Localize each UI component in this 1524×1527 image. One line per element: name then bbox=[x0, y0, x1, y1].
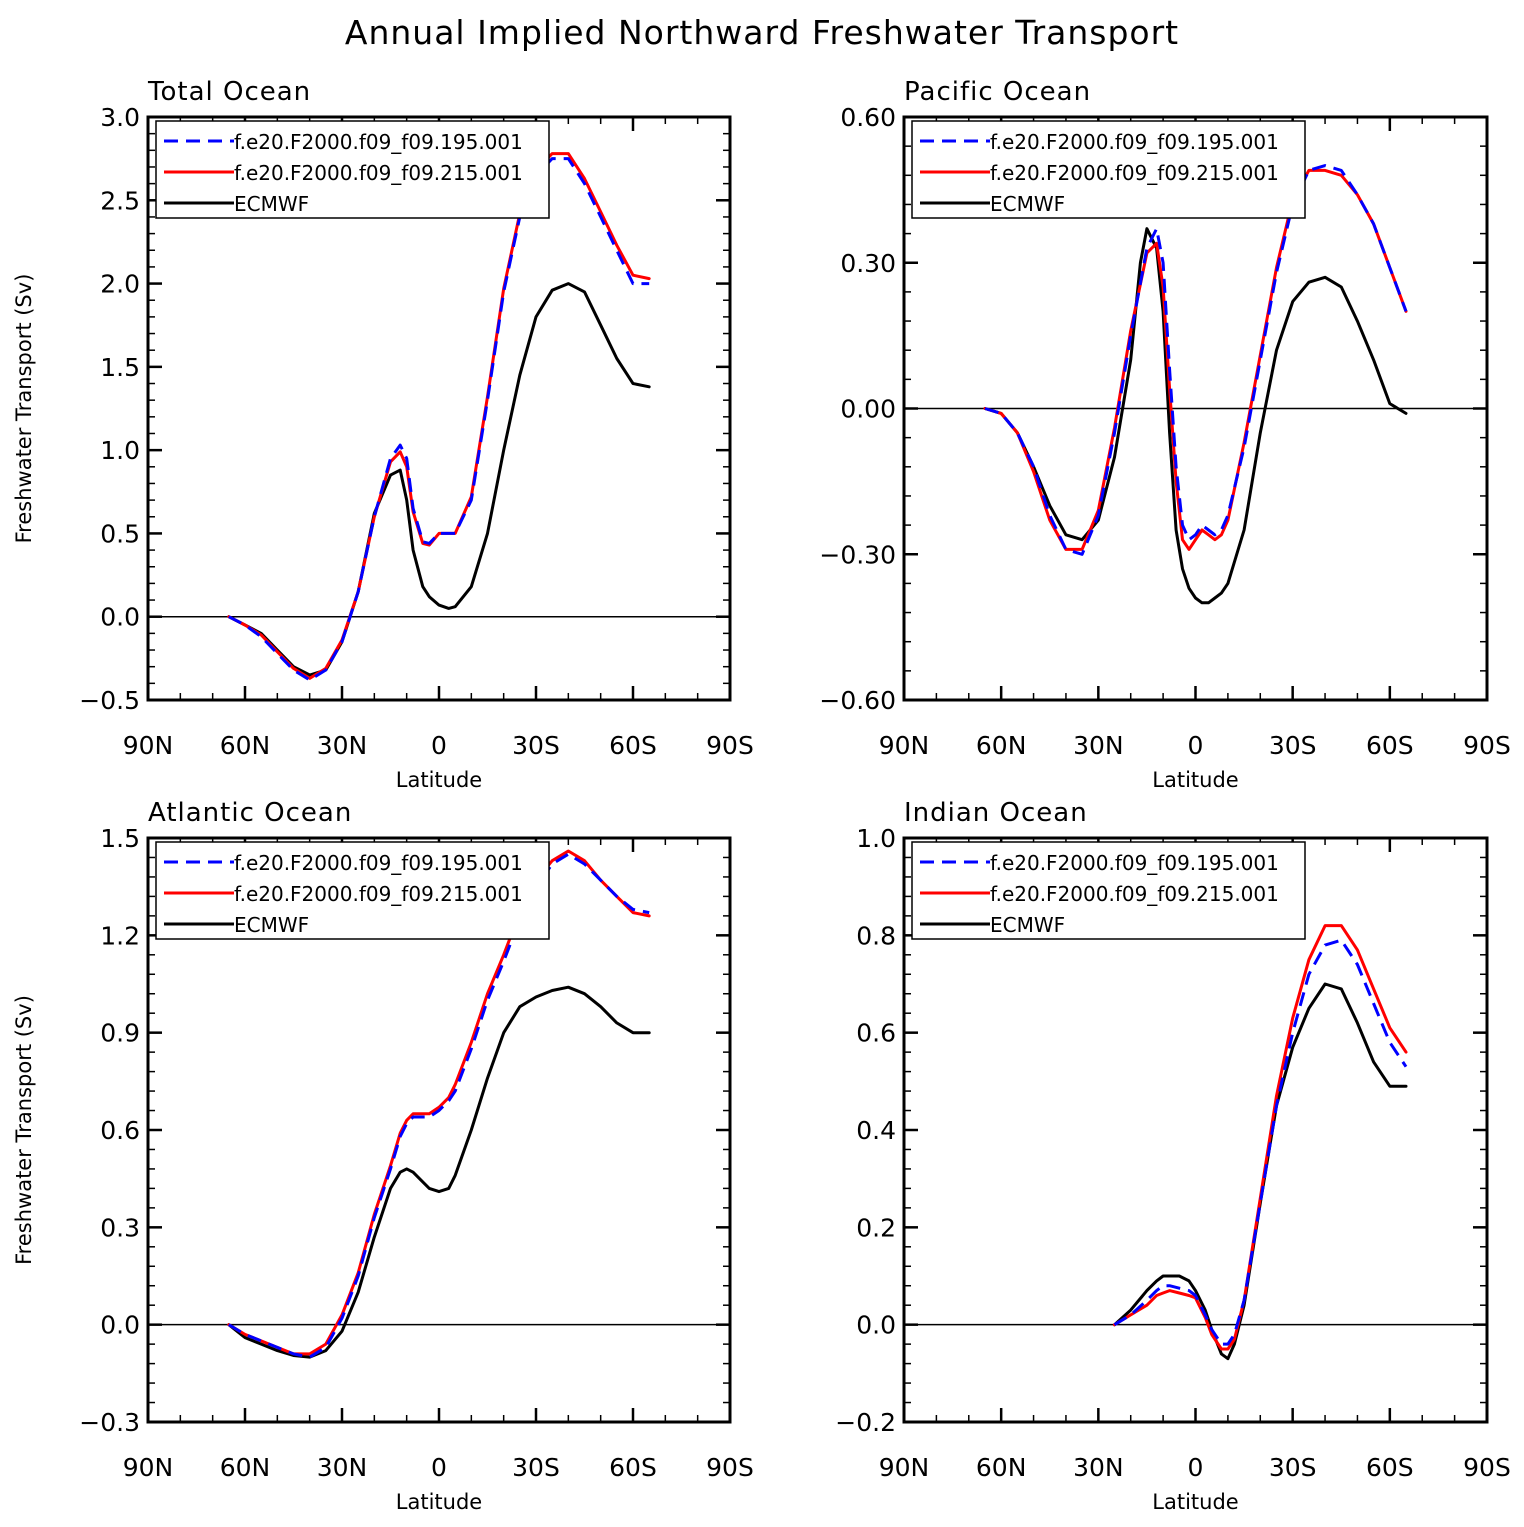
x-tick-label: 60N bbox=[220, 1453, 271, 1482]
x-tick-label: 30N bbox=[317, 1453, 368, 1482]
x-tick-label: 0 bbox=[1188, 1453, 1204, 1482]
x-tick-label: 0 bbox=[1188, 731, 1204, 760]
series-line-2 bbox=[1113, 982, 1408, 1361]
x-tick-label: 90S bbox=[706, 731, 754, 760]
series-line-2 bbox=[983, 227, 1408, 605]
x-tick-label: 90S bbox=[706, 1453, 754, 1482]
y-tick-label: 0.8 bbox=[856, 921, 896, 950]
y-tick-label: −0.3 bbox=[79, 1408, 140, 1437]
legend-label-0: f.e20.F2000.f09_f09.195.001 bbox=[990, 851, 1279, 875]
legend-label-1: f.e20.F2000.f09_f09.215.001 bbox=[990, 161, 1279, 185]
legend-label-2: ECMWF bbox=[990, 913, 1065, 937]
series-line-2 bbox=[227, 282, 651, 677]
legend-label-1: f.e20.F2000.f09_f09.215.001 bbox=[234, 882, 523, 906]
y-axis-label: Freshwater Transport (Sv) bbox=[12, 274, 36, 544]
panel-title: Atlantic Ocean bbox=[148, 798, 352, 828]
legend-label-1: f.e20.F2000.f09_f09.215.001 bbox=[990, 882, 1279, 906]
panel-0: −0.5 0.0 0.5 1.0 1.5 2.0 2.5 3.0 90N 60N 30N 0 30S 60… bbox=[12, 77, 754, 792]
y-tick-label: 1.5 bbox=[100, 824, 140, 853]
y-tick-label: 0.2 bbox=[856, 1213, 896, 1242]
legend-label-0: f.e20.F2000.f09_f09.195.001 bbox=[990, 130, 1279, 154]
x-axis-label: Latitude bbox=[1152, 1490, 1238, 1514]
y-tick-label: −0.60 bbox=[819, 686, 896, 715]
panel-title: Indian Ocean bbox=[904, 798, 1088, 828]
panel-title: Pacific Ocean bbox=[904, 77, 1091, 107]
x-tick-label: 30S bbox=[512, 1453, 560, 1482]
y-tick-label: 1.0 bbox=[100, 436, 140, 465]
series-line-1 bbox=[227, 849, 651, 1356]
series-line-1 bbox=[983, 168, 1408, 551]
x-tick-label: 60S bbox=[609, 1453, 657, 1482]
series-line-1 bbox=[1113, 924, 1408, 1351]
y-tick-label: 1.0 bbox=[856, 824, 896, 853]
legend-label-2: ECMWF bbox=[990, 192, 1065, 216]
x-tick-label: 30S bbox=[512, 731, 560, 760]
x-tick-label: 90N bbox=[123, 1453, 174, 1482]
x-tick-label: 0 bbox=[431, 1453, 447, 1482]
legend-label-0: f.e20.F2000.f09_f09.195.001 bbox=[234, 130, 523, 154]
legend-label-2: ECMWF bbox=[234, 192, 309, 216]
x-tick-label: 90S bbox=[1463, 1453, 1511, 1482]
y-tick-label: 0.3 bbox=[100, 1213, 140, 1242]
y-tick-label: 0.5 bbox=[100, 519, 140, 548]
x-tick-label: 90N bbox=[879, 731, 930, 760]
legend-label-0: f.e20.F2000.f09_f09.195.001 bbox=[234, 851, 523, 875]
y-tick-label: 2.0 bbox=[100, 270, 140, 299]
x-tick-label: 90S bbox=[1463, 731, 1511, 760]
x-tick-label: 0 bbox=[431, 731, 447, 760]
y-tick-label: 0.0 bbox=[856, 1311, 896, 1340]
y-tick-label: 3.0 bbox=[100, 103, 140, 132]
x-tick-label: 60N bbox=[220, 731, 271, 760]
x-tick-label: 60S bbox=[1366, 1453, 1414, 1482]
series-line-2 bbox=[227, 985, 651, 1359]
x-tick-label: 30S bbox=[1269, 731, 1317, 760]
x-tick-label: 90N bbox=[123, 731, 174, 760]
y-tick-label: 0.6 bbox=[856, 1019, 896, 1048]
y-tick-label: 1.5 bbox=[100, 353, 140, 382]
x-axis-label: Latitude bbox=[396, 768, 482, 792]
y-tick-label: 1.2 bbox=[100, 921, 140, 950]
x-tick-label: 60N bbox=[976, 731, 1027, 760]
y-tick-label: 2.5 bbox=[100, 186, 140, 215]
y-tick-label: 0.0 bbox=[100, 603, 140, 632]
series-line-1 bbox=[227, 152, 651, 680]
y-axis-label: Freshwater Transport (Sv) bbox=[12, 995, 36, 1265]
panel-3: −0.2 0.0 0.2 0.4 0.6 0.8 1.0 90N 60N 30N 0 30S 60S 90… bbox=[835, 798, 1511, 1514]
y-tick-label: 0.6 bbox=[100, 1116, 140, 1145]
legend-label-2: ECMWF bbox=[234, 913, 309, 937]
x-tick-label: 30N bbox=[317, 731, 368, 760]
series-line-0 bbox=[228, 157, 650, 682]
x-tick-label: 60S bbox=[609, 731, 657, 760]
y-tick-label: 0.0 bbox=[100, 1311, 140, 1340]
x-tick-label: 90N bbox=[879, 1453, 930, 1482]
legend: f.e20.F2000.f09_f09.195.001 f.e20.F2000.f… bbox=[155, 841, 550, 940]
y-tick-label: 0.60 bbox=[840, 103, 896, 132]
x-axis-label: Latitude bbox=[1152, 768, 1238, 792]
y-tick-label: −0.5 bbox=[79, 686, 140, 715]
panel-1: −0.60 −0.30 0.00 0.30 0.60 90N 60N 30N 0 30S 60S 90… bbox=[819, 77, 1510, 792]
y-tick-label: −0.30 bbox=[819, 540, 896, 569]
y-tick-label: 0.4 bbox=[856, 1116, 896, 1145]
panels: −0.5 0.0 0.5 1.0 1.5 2.0 2.5 3.0 90N 60N 30N 0 30S 60… bbox=[12, 77, 1511, 1514]
y-tick-label: 0.00 bbox=[840, 395, 896, 424]
series-line-0 bbox=[984, 164, 1408, 556]
x-axis-label: Latitude bbox=[396, 1490, 482, 1514]
series-line-0 bbox=[1113, 938, 1408, 1346]
x-tick-label: 60N bbox=[976, 1453, 1027, 1482]
y-tick-label: 0.30 bbox=[840, 249, 896, 278]
panel-title: Total Ocean bbox=[147, 77, 311, 107]
figure-title: Annual Implied Northward Freshwater Tran… bbox=[345, 13, 1179, 52]
x-tick-label: 30N bbox=[1073, 1453, 1124, 1482]
legend-label-1: f.e20.F2000.f09_f09.215.001 bbox=[234, 161, 523, 185]
legend: f.e20.F2000.f09_f09.195.001 f.e20.F2000.f… bbox=[911, 120, 1306, 219]
x-tick-label: 30S bbox=[1269, 1453, 1317, 1482]
legend: f.e20.F2000.f09_f09.195.001 f.e20.F2000.f… bbox=[155, 120, 550, 219]
y-tick-label: 0.9 bbox=[100, 1019, 140, 1048]
x-tick-label: 30N bbox=[1073, 731, 1124, 760]
y-tick-label: −0.2 bbox=[835, 1408, 896, 1437]
legend: f.e20.F2000.f09_f09.195.001 f.e20.F2000.f… bbox=[911, 841, 1306, 940]
panel-2: −0.3 0.0 0.3 0.6 0.9 1.2 1.5 90N 60N 30N 0 30S 60S 90… bbox=[12, 798, 754, 1514]
x-tick-label: 60S bbox=[1366, 731, 1414, 760]
